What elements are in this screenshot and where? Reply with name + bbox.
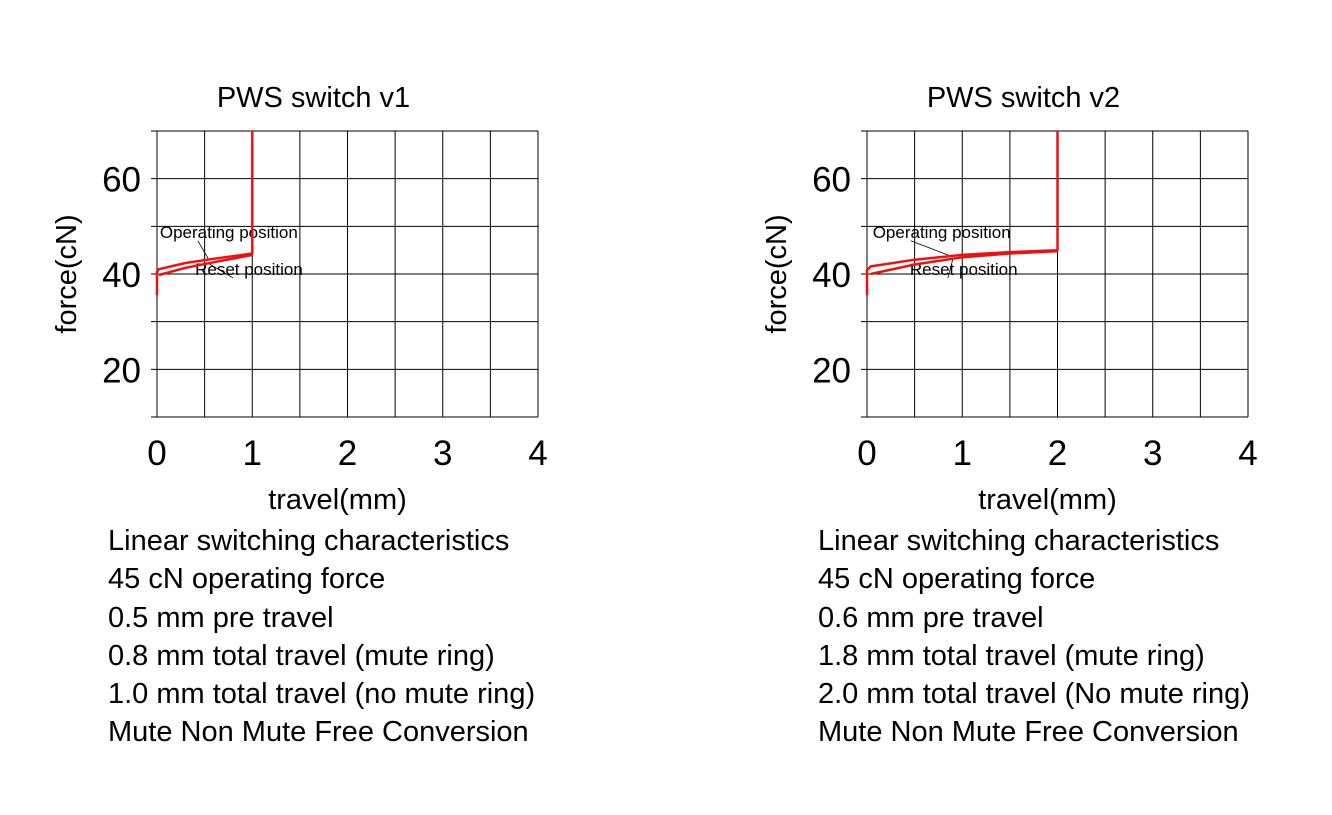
y-tick-label: 20 (102, 351, 141, 390)
y-tick-label: 40 (102, 256, 141, 295)
x-tick-label: 0 (857, 434, 876, 473)
force-curve (158, 253, 253, 277)
chart-panel-v1: PWS switch v1 0 1 2 3 4 20 40 60 travel(mm) force(… (51, 82, 548, 752)
annotation-leader-line (947, 259, 954, 279)
x-tick-label: 1 (953, 434, 972, 473)
spec-line: 45 cN operating force (818, 563, 1096, 596)
spec-list-v1: Linear switching characteristics 45 cN o… (108, 522, 535, 752)
annotation-label: Reset position (910, 260, 1018, 279)
x-tick-label: 2 (1048, 434, 1067, 473)
spec-line: Mute Non Mute Free Conversion (108, 716, 529, 749)
x-tick-label: 2 (338, 434, 357, 473)
chart-title: PWS switch v1 (217, 82, 410, 114)
y-axis-label: force(cN) (761, 214, 793, 333)
y-tick-label: 20 (812, 351, 851, 390)
x-tick-label: 0 (147, 434, 166, 473)
y-tick-label: 60 (102, 161, 141, 200)
spec-line: 1.0 mm total travel (no mute ring) (108, 678, 536, 711)
force-travel-chart-v1: PWS switch v1 0 1 2 3 4 20 40 60 travel(mm) force(… (51, 82, 548, 516)
annotation-label: Operating position (160, 223, 298, 242)
x-tick-label: 3 (1143, 434, 1162, 473)
x-tick-label: 1 (243, 434, 262, 473)
annotation-label: Reset position (195, 260, 303, 279)
annotation-label: Operating position (873, 223, 1011, 242)
x-tick-label: 4 (1238, 434, 1257, 473)
spec-list-v2: Linear switching characteristics 45 cN o… (818, 522, 1250, 752)
y-tick-label: 60 (812, 161, 851, 200)
y-tick-label: 40 (812, 256, 851, 295)
x-axis-label: travel(mm) (268, 484, 407, 516)
x-axis-label: travel(mm) (978, 484, 1117, 516)
spec-line: Mute Non Mute Free Conversion (818, 716, 1239, 749)
spec-line: 0.6 mm pre travel (818, 601, 1044, 634)
spec-line: 0.8 mm total travel (mute ring) (108, 639, 495, 672)
force-curve (870, 249, 1058, 276)
spec-line: 45 cN operating force (108, 563, 386, 596)
chart-panel-v2: PWS switch v2 0 1 2 3 4 20 40 60 travel(mm) force(… (710, 0, 1332, 815)
y-axis-label: force(cN) (51, 214, 83, 333)
force-travel-chart-v2: PWS switch v2 0 1 2 3 4 20 40 60 travel(mm) force(… (761, 82, 1258, 516)
chart-title: PWS switch v2 (927, 82, 1120, 114)
force-curve (155, 131, 254, 296)
annotation-leader-line (910, 240, 953, 258)
spec-line: 2.0 mm total travel (No mute ring) (818, 678, 1250, 711)
spec-line: Linear switching characteristics (818, 525, 1220, 557)
spec-line: 0.5 mm pre travel (108, 601, 334, 634)
spec-line: Linear switching characteristics (108, 525, 510, 557)
x-tick-label: 3 (433, 434, 452, 473)
annotation-leader-line (197, 240, 210, 261)
spec-line: 1.8 mm total travel (mute ring) (818, 639, 1205, 672)
x-tick-label: 4 (528, 434, 547, 473)
annotation-leader-line (209, 263, 234, 279)
